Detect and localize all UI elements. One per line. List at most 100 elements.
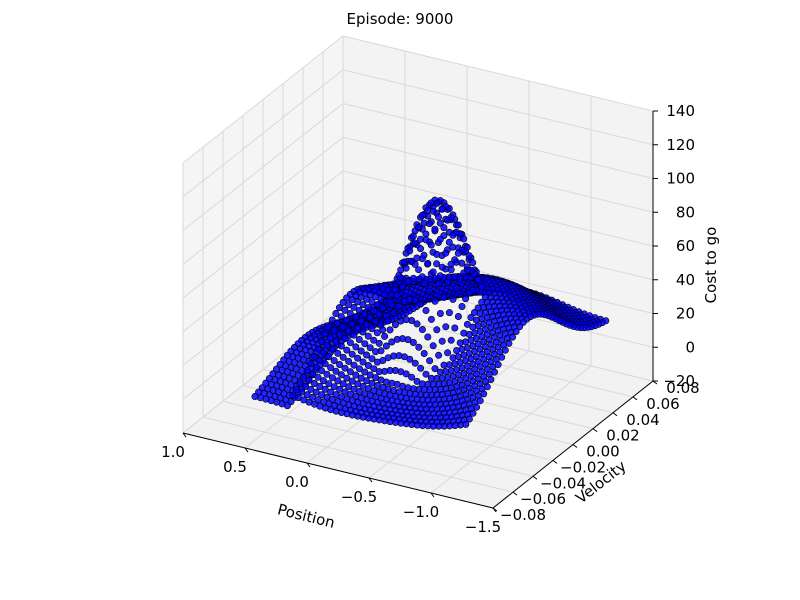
- scatter-point: [355, 306, 363, 314]
- y-tick: [532, 475, 538, 480]
- x-tick: [368, 477, 373, 483]
- axes-ticks: −1.5 −1.0 −0.5 0.0 0.5 1.0 −0.08−0.06−0.04−0.0…: [161, 102, 700, 536]
- scatter-point: [449, 295, 457, 303]
- scatter-point: [449, 354, 457, 362]
- grid-line-z-side: [182, 103, 344, 231]
- x-tick-label: −0.5: [341, 488, 377, 506]
- scatter-point: [310, 379, 318, 387]
- scatter-point: [384, 354, 392, 362]
- scatter-point: [417, 300, 425, 308]
- scatter-point: [409, 232, 417, 240]
- scatter-point: [344, 327, 352, 335]
- scatter-point: [454, 249, 462, 257]
- scatter-point: [341, 306, 349, 314]
- scatter-point: [413, 377, 421, 385]
- scatter-point: [343, 346, 351, 354]
- scatter-point: [388, 301, 396, 309]
- scatter-point: [332, 309, 340, 317]
- scatter-point: [345, 357, 353, 365]
- scatter-point: [332, 367, 340, 375]
- scatter-point: [474, 275, 482, 283]
- x-axis-line: [182, 432, 494, 509]
- scatter-point: [427, 199, 435, 207]
- scatter-point: [343, 316, 351, 324]
- scatter-point: [330, 326, 338, 334]
- scatter-point: [433, 260, 441, 268]
- x-tick: [182, 432, 187, 438]
- grid-line-z-side: [182, 204, 344, 333]
- scatter-point: [357, 317, 365, 325]
- scatter-point: [345, 383, 353, 391]
- scatter-point: [321, 330, 329, 338]
- x-tick-label: 1.0: [161, 443, 185, 461]
- z-tick-label: 140: [666, 102, 695, 120]
- scatter-point: [447, 336, 455, 344]
- scatter-point: [444, 279, 452, 287]
- scatter-point: [417, 364, 425, 372]
- y-tick: [592, 428, 598, 433]
- scatter-point: [453, 284, 461, 292]
- scatter-point: [409, 338, 417, 346]
- scatter-point: [445, 309, 453, 317]
- grid-line-z-back: [342, 103, 654, 179]
- grid-line-z-back: [342, 238, 654, 314]
- x-tick-label: 0.5: [223, 458, 247, 476]
- scatter-point: [366, 314, 374, 322]
- scatter-point: [445, 238, 453, 246]
- scatter-point: [388, 338, 396, 346]
- scatter-point: [415, 223, 423, 231]
- scatter-point: [355, 365, 363, 373]
- scatter-point: [337, 313, 345, 321]
- scatter-point: [326, 334, 334, 342]
- x-tick-label: −1.0: [403, 503, 439, 521]
- y-tick-label: 0.02: [606, 427, 639, 445]
- scatter-point: [323, 341, 331, 349]
- scatter-point: [363, 351, 371, 359]
- scatter-point: [415, 266, 423, 274]
- scatter-point: [359, 328, 367, 336]
- scatter-point: [408, 373, 416, 381]
- scatter-point: [350, 331, 358, 339]
- scatter-point: [386, 326, 394, 334]
- scatter-point: [318, 367, 326, 375]
- scatter-point: [296, 380, 304, 388]
- scatter-point: [442, 249, 450, 257]
- scatter-point: [460, 269, 468, 277]
- scatter-point: [458, 302, 466, 310]
- scatter-point: [427, 315, 435, 323]
- x-axis-label: Position: [276, 500, 337, 532]
- scatter-point: [375, 339, 383, 347]
- scatter-point: [379, 326, 387, 334]
- scatter-point: [321, 385, 329, 393]
- scatter-point: [336, 360, 344, 368]
- scatter-point: [420, 349, 428, 357]
- scatter-point: [309, 370, 317, 378]
- scatter-point: [470, 308, 478, 316]
- z-tick-label: −20: [663, 372, 695, 390]
- z-tick-label: 80: [676, 203, 695, 221]
- scatter-point: [467, 313, 475, 321]
- y-tick: [492, 507, 498, 512]
- scatter-point: [289, 391, 297, 399]
- z-tick-label: 120: [666, 136, 695, 154]
- y-tick: [512, 491, 518, 496]
- scatter-point: [447, 266, 455, 274]
- scatter-point: [327, 364, 335, 372]
- scatter-point: [411, 239, 419, 247]
- scatter-point: [438, 337, 446, 345]
- scatter-point: [312, 363, 320, 371]
- scatter-point: [339, 323, 347, 331]
- scatter-point: [460, 329, 468, 337]
- scatter-point: [328, 316, 336, 324]
- scatter-point: [325, 353, 333, 361]
- scatter-point: [393, 291, 401, 299]
- scatter-point: [330, 383, 338, 391]
- scatter-point: [443, 216, 451, 224]
- scatter-point: [427, 374, 435, 382]
- scatter-point: [330, 357, 338, 365]
- scatter-point: [341, 334, 349, 342]
- scatter-point: [440, 224, 448, 232]
- scatter-point: [422, 306, 430, 314]
- scatter-point: [384, 317, 392, 325]
- scatter-point: [435, 280, 443, 288]
